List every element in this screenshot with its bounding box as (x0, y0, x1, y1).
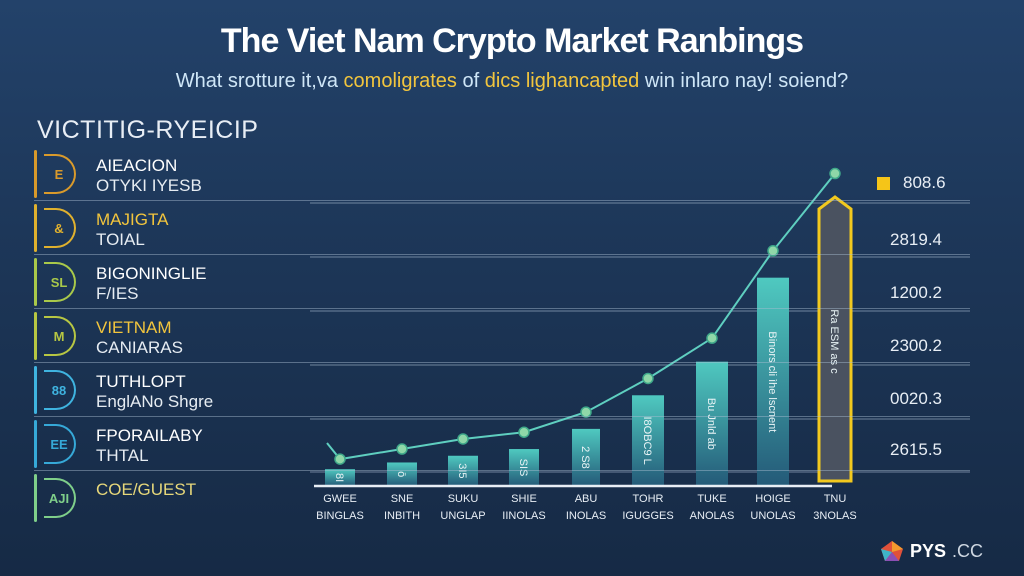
x-tick-label: INBITH (384, 510, 420, 522)
subtitle-segment: dics lighancapted (484, 70, 640, 92)
x-tick-label: TNU (824, 493, 847, 505)
sidebar-item: & MAJIGTA TOIAL (34, 202, 970, 255)
bar-inner-label: Binors cli ìhe lscnent (766, 331, 778, 432)
line-point (580, 406, 592, 418)
brand-logo: PYS .CC (880, 540, 983, 562)
bar-inner-label: 2 S8 (579, 446, 591, 469)
x-tick-label: SNE (391, 493, 414, 505)
x-tick-label: UNOLAS (750, 510, 795, 522)
sidebar-item: AJI COE/GUEST (34, 472, 970, 524)
bar (448, 455, 478, 486)
chart-icon: SL (44, 262, 76, 302)
ai-icon: AJI (44, 478, 76, 518)
item-title: MAJIGTA (96, 210, 169, 229)
line-point (334, 453, 346, 465)
right-value: 1200.2 (890, 283, 942, 302)
item-subtitle: EnglANo Shgre (96, 392, 214, 411)
x-tick-label: GWEE (323, 493, 357, 505)
item-subtitle: CANIARAS (96, 338, 183, 357)
accent-bar (34, 474, 37, 522)
bar-inner-label: Bu Jnld ab (705, 398, 717, 450)
sidebar-item: 88 TUTHLOPT EnglANo Shgre (34, 364, 970, 417)
item-title: AIEACION (96, 156, 178, 175)
line-point (767, 245, 779, 257)
item-subtitle: THTAL (96, 446, 149, 465)
line-series (326, 172, 836, 461)
x-tick-label: TOHR (633, 493, 664, 505)
bar-inner-label: 3I5 (456, 463, 468, 478)
line-point (396, 443, 408, 455)
legend-label: 808.6 (903, 173, 946, 192)
subtitle-segment: of (456, 70, 485, 92)
accent-bar (34, 312, 37, 360)
right-value: 2300.2 (890, 336, 942, 355)
item-title: FPORAILABY (96, 426, 203, 445)
sidebar-item: EE FPORAILABY THTAL (34, 418, 970, 471)
x-tick-label: IGUGGES (622, 510, 673, 522)
accent-bar (34, 420, 37, 468)
page-title: The Viet Nam Crypto Market Ranbings (220, 22, 804, 60)
item-title: TUTHLOPT (96, 372, 186, 391)
accent-bar (34, 258, 37, 306)
bar (757, 277, 789, 486)
x-tick-label: ABU (575, 493, 598, 505)
x-tick-label: SHIE (511, 493, 537, 505)
bar-inner-label: SIS (517, 459, 529, 477)
bar (696, 361, 728, 486)
right-value: 2615.5 (890, 440, 942, 459)
market-icon: M (44, 316, 76, 356)
users-icon: 88 (44, 370, 76, 410)
x-tick-label: ANOLAS (690, 510, 735, 522)
x-tick-label: SUKU (448, 493, 479, 505)
sidebar-title: VICTITIG-RYEICIP (37, 116, 259, 144)
x-tick-label: 3NOLAS (813, 510, 856, 522)
people-icon: EE (44, 424, 76, 464)
sidebar-item: M VIETNAM CANIARAS (34, 310, 970, 363)
bar-highlighted (817, 195, 853, 483)
x-tick-label: TUKE (697, 493, 726, 505)
logo-suffix: .CC (952, 540, 984, 561)
item-subtitle: TOIAL (96, 230, 145, 249)
line-point (706, 332, 718, 344)
subtitle-segment: comoligrates (343, 70, 457, 92)
accent-bar (34, 366, 37, 414)
x-tick-label: IINOLAS (502, 510, 545, 522)
x-tick-label: INOLAS (566, 510, 606, 522)
logo-text: PYS (910, 540, 947, 561)
item-title: VIETNAM (96, 318, 172, 337)
right-value: 2819.4 (890, 230, 942, 249)
bar (632, 395, 664, 486)
accent-bar (34, 150, 37, 198)
logo-icon (881, 541, 903, 561)
line-point (457, 433, 469, 445)
bar (572, 428, 600, 486)
sidebar-item: SL BIGONINGLIE F/IES (34, 256, 970, 309)
sidebar-item: E AIEACION OTYKI IYESB (34, 148, 970, 201)
line-point (518, 426, 530, 438)
right-value: 0020.3 (890, 389, 942, 408)
x-tick-label: HOIGE (755, 493, 790, 505)
subtitle-segment: win inlaro nay! soiend? (639, 70, 849, 92)
bar (509, 449, 539, 486)
bar-inner-label: ō (395, 471, 407, 477)
x-tick-label: UNGLAP (440, 510, 485, 522)
line-point (642, 372, 654, 385)
bar (325, 469, 355, 486)
item-subtitle: OTYKI IYESB (96, 176, 202, 195)
item-title: COE/GUEST (96, 480, 197, 499)
legend-swatch (877, 177, 890, 190)
page-subtitle: What srotture it,va comoligrates of dics… (0, 70, 1024, 93)
subtitle-segment: What srotture it,va (175, 70, 344, 92)
bar-inner-label: I8OBC9 L (641, 416, 653, 464)
accent-bar (34, 204, 37, 252)
coin-icon: & (44, 208, 76, 248)
x-tick-label: BINGLAS (316, 510, 364, 522)
building-icon: E (44, 154, 76, 194)
item-title: BIGONINGLIE (96, 264, 207, 283)
line-point (829, 167, 841, 180)
item-subtitle: F/IES (96, 284, 139, 303)
bar-inner-label: Ra ESM as c (828, 309, 840, 374)
bar-inner-label: 8I (333, 473, 345, 482)
bar (387, 462, 417, 486)
